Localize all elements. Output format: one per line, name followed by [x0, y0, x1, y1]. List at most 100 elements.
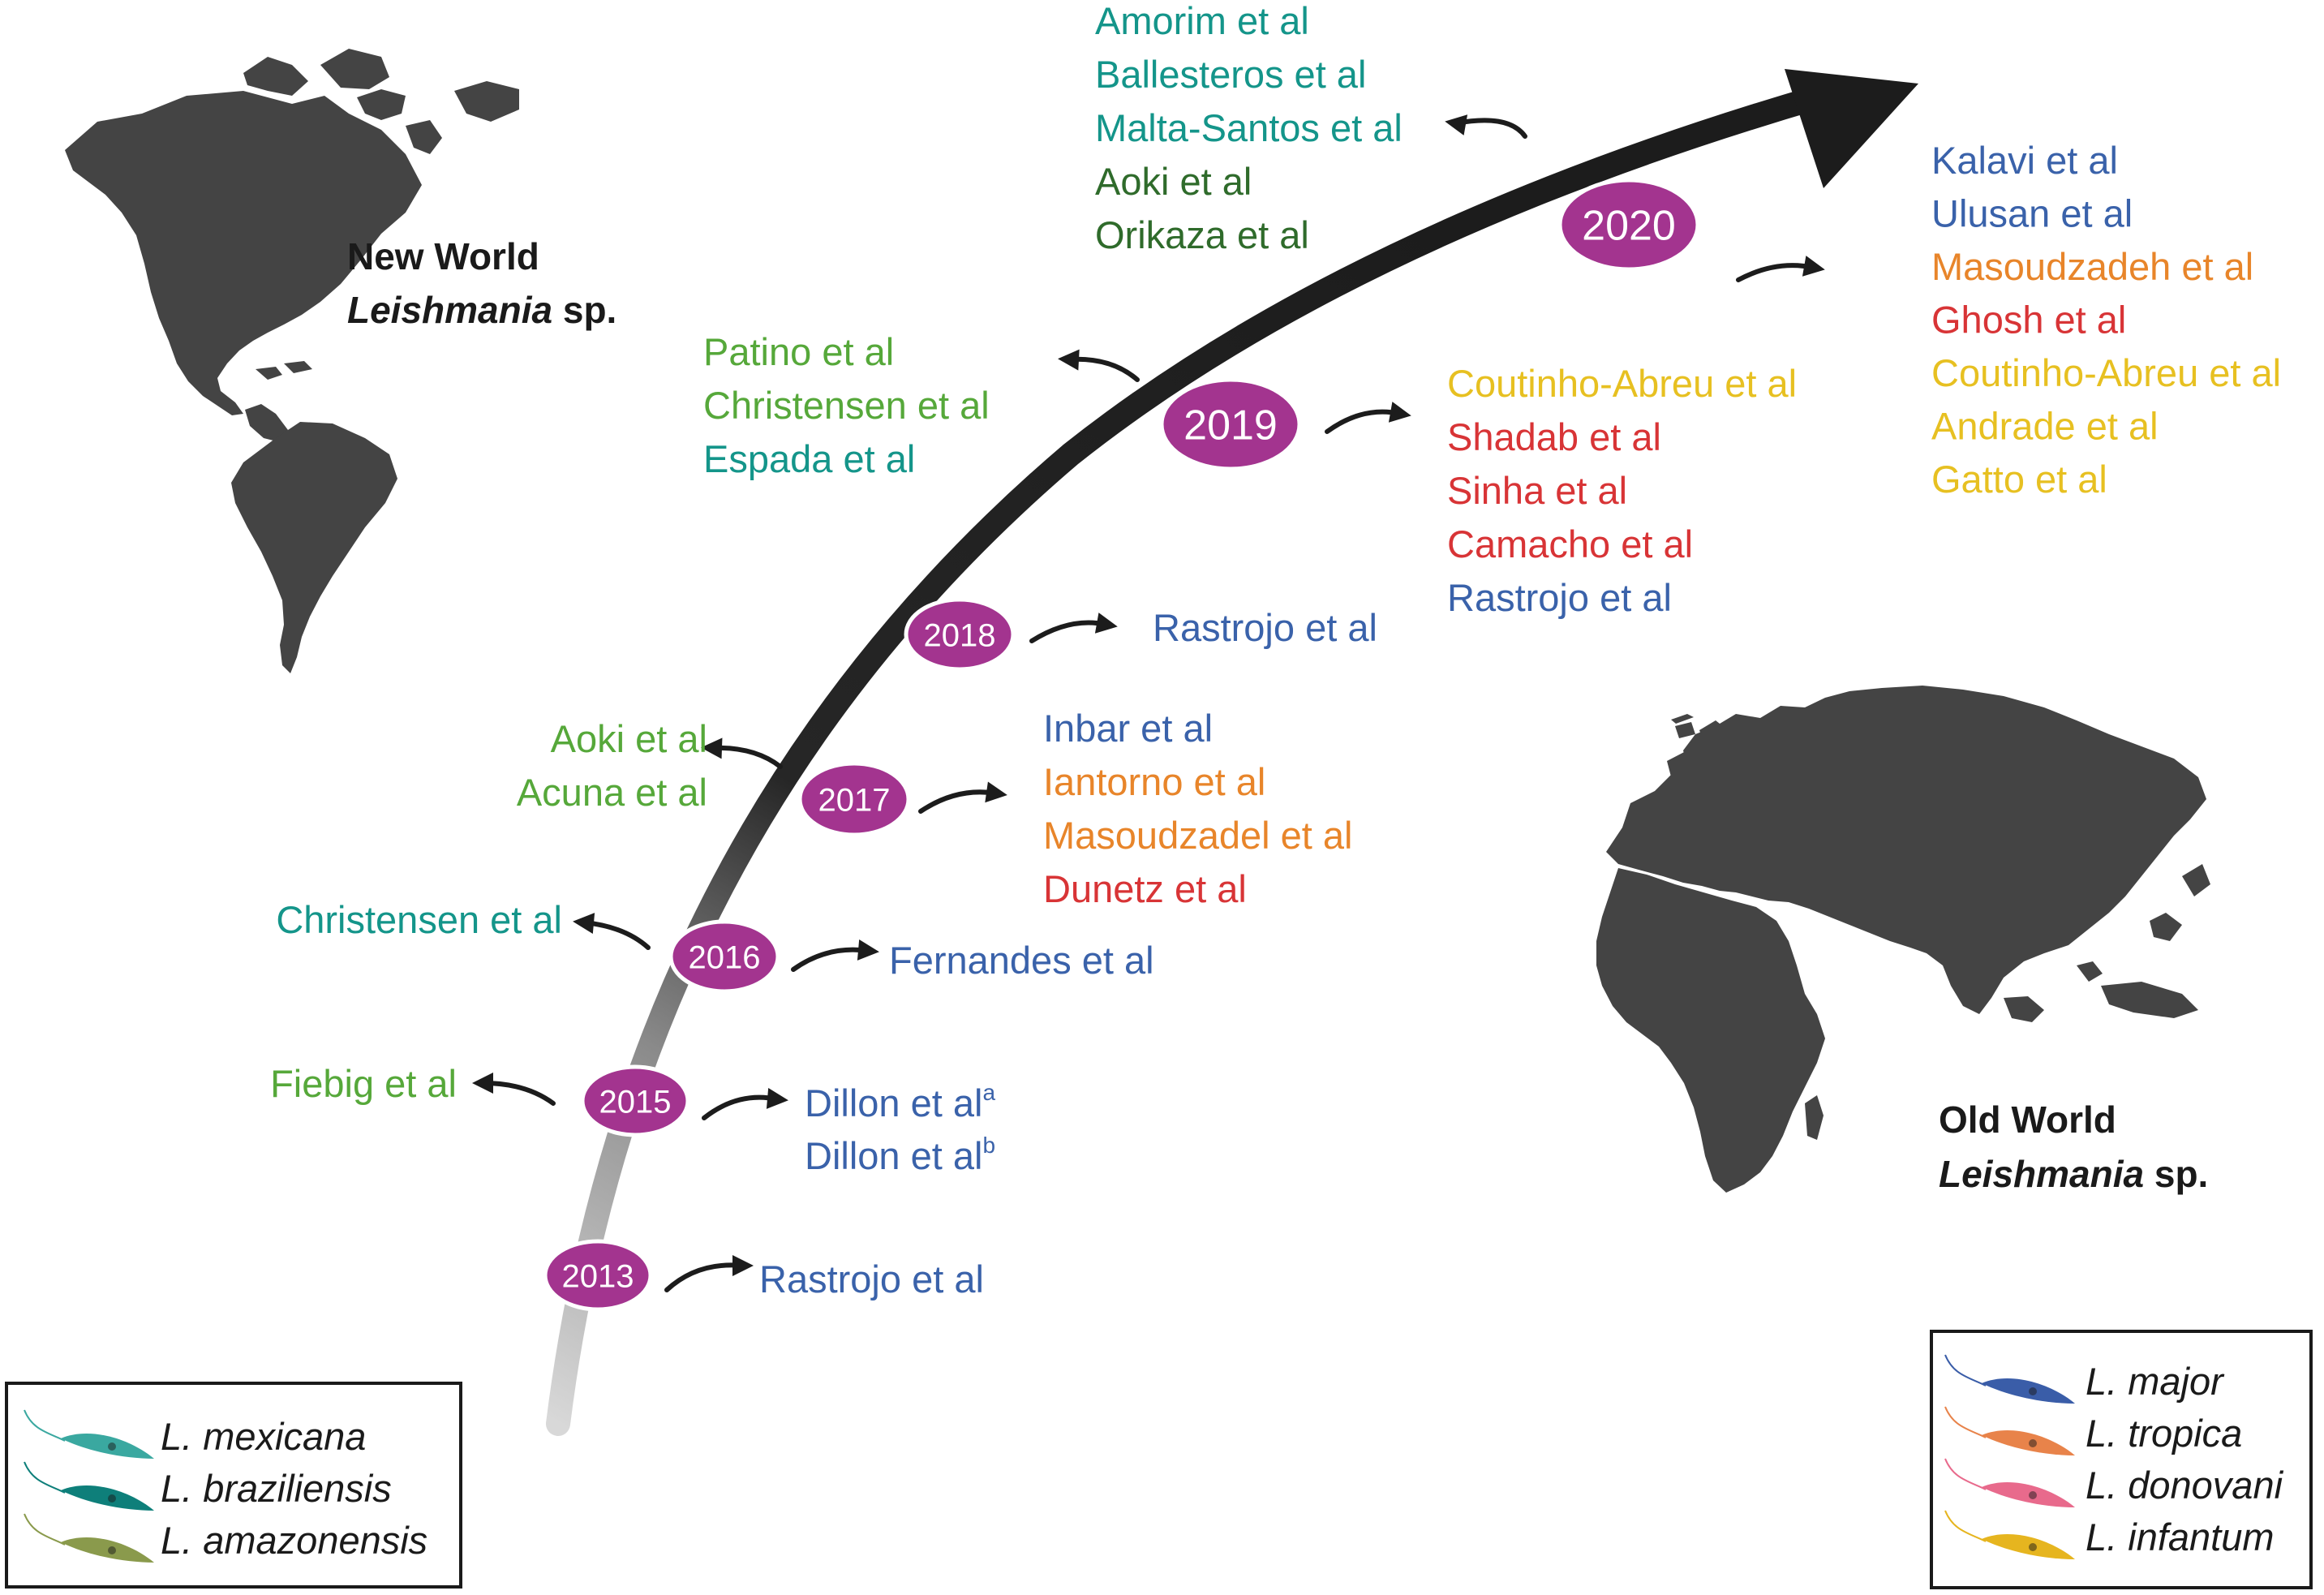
study-entry: Espada et al: [703, 437, 915, 480]
pointer-arrow-curve: [918, 789, 999, 814]
studies-2017-right: Inbar et al Iantorno et al Masoudzadel et …: [1043, 707, 1352, 910]
study-entry: Coutinho-Abreu et al: [1447, 362, 1797, 405]
pointer-arrowhead: [472, 1073, 493, 1094]
pointer-arrows: [472, 114, 1825, 1292]
pointer-arrowhead: [701, 737, 723, 759]
studies-2018-right: Rastrojo et al: [1153, 606, 1377, 649]
study-entry: Coutinho-Abreu et al: [1931, 351, 2281, 394]
pointer-arrowhead: [1445, 114, 1468, 135]
study-entry: Acuna et al: [517, 771, 707, 814]
study-entry: Ghosh et al: [1931, 299, 2126, 342]
parasite-icon: [24, 1513, 154, 1563]
study-entry: Fernandes et al: [889, 939, 1154, 982]
parasite-icon: [1944, 1458, 2075, 1507]
legend-item-label: L. major: [2086, 1360, 2225, 1403]
study-entry: Amorim et al: [1095, 0, 1309, 42]
parasite-icon: [1944, 1406, 2075, 1455]
year-node-2016: 2016: [668, 919, 780, 994]
parasite-icon: [24, 1409, 154, 1459]
pointer-arrow-curve: [710, 745, 783, 769]
studies-2015-left: Fiebig et al: [270, 1062, 457, 1105]
studies-2020-right: Kalavi et al Ulusan et al Masoudzadeh et a…: [1931, 139, 2281, 501]
pointer-arrow-curve: [1454, 118, 1527, 139]
study-entry: Rastrojo et al: [759, 1258, 984, 1301]
study-entry: Rastrojo et al: [1447, 576, 1672, 619]
year-nodes: 2013 2015 2016 2017 2018 2019 2020: [543, 178, 1700, 1312]
pointer-arrowhead: [573, 913, 595, 934]
new-world-subtitle: Leishmania sp.: [347, 289, 616, 331]
legend-old-world: L. major L. tropica L. donovani L. infantum: [1930, 1330, 2313, 1589]
year-node-2017: 2017: [797, 761, 911, 837]
pointer-arrowhead: [766, 1088, 788, 1109]
legend-item-label: L. infantum: [2086, 1515, 2275, 1558]
year-node-2015: 2015: [580, 1064, 690, 1137]
old-world-map: [1596, 686, 2210, 1193]
parasite-icon: [1944, 1354, 2075, 1404]
pointer-arrow-curve: [582, 920, 651, 950]
study-entry: Dunetz et al: [1043, 867, 1247, 910]
parasite-icon: [1944, 1510, 2075, 1559]
study-entry: Shadab et al: [1447, 415, 1661, 458]
pointer-arrowhead: [1058, 349, 1080, 371]
study-entry: Fiebig et al: [270, 1062, 457, 1105]
old-world-title: Old World: [1939, 1098, 2116, 1141]
study-entry: Rastrojo et al: [1153, 606, 1377, 649]
pointer-arrow-curve: [702, 1094, 780, 1120]
study-entry: Malta-Santos et al: [1095, 106, 1403, 149]
year-label: 2020: [1582, 203, 1676, 250]
studies-2016-left: Christensen et al: [276, 898, 562, 941]
study-entry: Aoki et al: [1095, 160, 1252, 203]
year-node-2020: 2020: [1557, 178, 1700, 272]
legend-item-label: L. amazonensis: [161, 1519, 427, 1562]
studies-2016-right: Fernandes et al: [889, 939, 1154, 982]
legend-item-label: L. tropica: [2086, 1412, 2242, 1455]
legend-item-label: L. donovani: [2086, 1464, 2284, 1507]
timeline-arrowhead: [1785, 69, 1918, 188]
legend-item-label: L. braziliensis: [161, 1467, 392, 1510]
pointer-arrowhead: [857, 939, 879, 961]
study-entry: Dillon et alb: [805, 1133, 995, 1177]
old-world-subtitle: Leishmania sp.: [1939, 1153, 2208, 1195]
studies-2015-right: Dillon et ala Dillon et alb: [805, 1080, 995, 1177]
studies-2017-left: Aoki et al Acuna et al: [517, 717, 707, 814]
pointer-arrowhead: [985, 781, 1007, 803]
study-entry: Iantorno et al: [1043, 760, 1265, 803]
year-node-2013: 2013: [543, 1239, 653, 1312]
study-entry: Kalavi et al: [1931, 139, 2118, 182]
year-label: 2015: [599, 1084, 672, 1120]
studies-2013-right: Rastrojo et al: [759, 1258, 984, 1301]
study-entry: Christensen et al: [276, 898, 562, 941]
studies-2020-left: Amorim et al Ballesteros et al Malta-Santo…: [1095, 0, 1403, 256]
study-entry: Andrade et al: [1931, 405, 2159, 448]
study-entry: Orikaza et al: [1095, 213, 1309, 256]
pointer-arrow-curve: [791, 947, 870, 972]
study-entry: Inbar et al: [1043, 707, 1213, 750]
new-world-map: [65, 49, 519, 673]
study-entry: Camacho et al: [1447, 522, 1693, 565]
pointer-arrow-curve: [1067, 356, 1140, 382]
study-entry: Ulusan et al: [1931, 192, 2133, 235]
pointer-arrow-curve: [1736, 263, 1816, 282]
year-node-2019: 2019: [1159, 377, 1302, 471]
study-entry: Dillon et ala: [805, 1080, 995, 1124]
pointer-arrowhead: [1094, 613, 1118, 634]
study-entry: Masoudzadeh et al: [1931, 245, 2253, 288]
pointer-arrowhead: [1388, 402, 1411, 423]
year-label: 2016: [689, 939, 761, 975]
study-entry: Masoudzadel et al: [1043, 814, 1352, 857]
parasite-icon: [24, 1461, 154, 1511]
pointer-arrowhead: [1802, 256, 1825, 277]
study-entry: Ballesteros et al: [1095, 53, 1366, 96]
year-label: 2013: [562, 1258, 634, 1294]
study-entry: Aoki et al: [551, 717, 707, 760]
studies-2019-right: Coutinho-Abreu et al Shadab et al Sinha et…: [1447, 362, 1797, 619]
study-entry: Gatto et al: [1931, 458, 2107, 501]
pointer-arrow-curve: [664, 1262, 745, 1292]
study-entry: Sinha et al: [1447, 469, 1627, 512]
pointer-arrowhead: [732, 1255, 754, 1276]
new-world-title: New World: [347, 235, 539, 277]
legend-item-label: L. mexicana: [161, 1415, 366, 1458]
year-label: 2017: [818, 782, 891, 818]
